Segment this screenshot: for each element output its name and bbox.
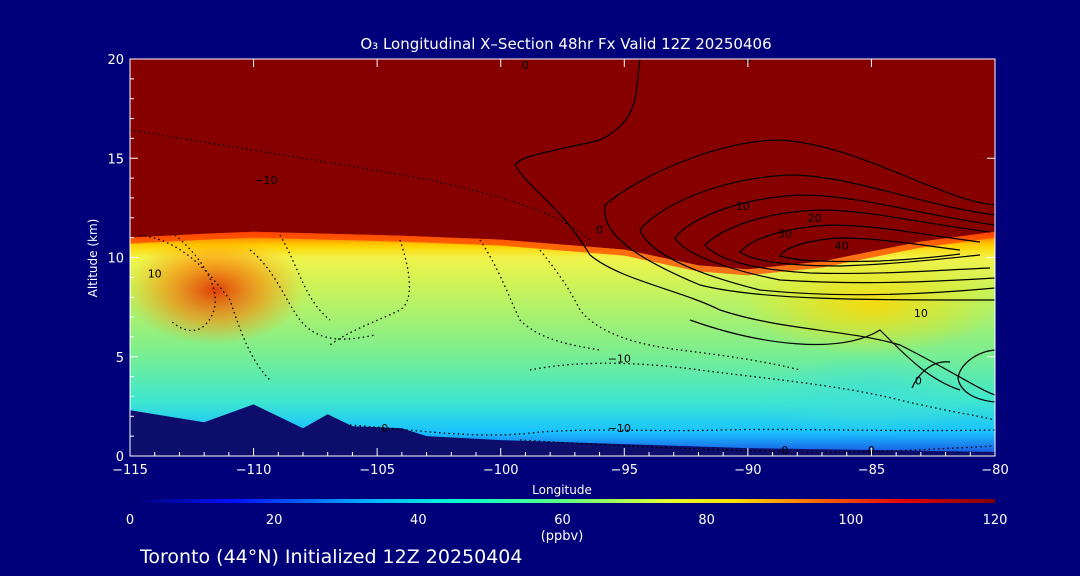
contour-solid-east-loop [957, 349, 995, 403]
y-tick-label: 10 [107, 252, 124, 267]
eastern-ozone-tongue [740, 255, 995, 355]
contour-label: 20 [808, 212, 822, 225]
contour-solid-east-small [911, 361, 951, 389]
x-axis-label: Longitude [532, 483, 592, 497]
y-tick-label: 15 [107, 152, 124, 167]
y-tick-label: 5 [116, 351, 124, 366]
contour-solid-jet-6 [779, 237, 961, 263]
contour-solid-upper [514, 59, 995, 396]
contour-solid-jet-4 [704, 209, 991, 275]
contour-dotted-mid-3 [479, 239, 601, 351]
x-tick-label: −115 [112, 463, 148, 478]
colorbar-unit-label: (ppbv) [541, 529, 584, 544]
colorbar-tick-label: 0 [126, 513, 134, 528]
contour-label: 0 [596, 224, 603, 237]
contour-solid-jet-2 [639, 174, 995, 296]
contour-label: 30 [778, 228, 792, 241]
x-tick-label: −105 [359, 463, 395, 478]
y-tick-label: 0 [116, 450, 124, 465]
stratosphere-region [130, 59, 995, 270]
x-tick-label: −95 [611, 463, 638, 478]
chart-title: O₃ Longitudinal X–Section 48hr Fx Valid … [360, 35, 771, 53]
colorbar-tick-label: 40 [410, 513, 427, 528]
contour-label: 0 [915, 375, 922, 388]
contour-label: 10 [148, 267, 162, 280]
colorbar-tick-label: 120 [983, 513, 1008, 528]
eastern-low-ozone-pocket [760, 355, 980, 435]
tropopause-fold-edge [130, 231, 995, 276]
contour-label: 10 [914, 307, 928, 320]
colorbar-tick-label: 80 [698, 513, 715, 528]
contour-label: 0 [781, 444, 788, 457]
x-tick-label: −85 [858, 463, 885, 478]
colorbar-ticks: 0 20 40 60 80 100 120 [126, 513, 1008, 528]
contour-dotted-minus10-low [529, 362, 995, 421]
contour-lines [514, 59, 995, 403]
contour-dotted-mid-4 [539, 249, 801, 371]
contour-dotted-mid-1 [279, 234, 331, 321]
contour-label: 0 [522, 59, 529, 72]
colorbar-tick-label: 20 [266, 513, 283, 528]
terrain-mask [130, 404, 995, 456]
contour-solid-jet-1 [604, 139, 995, 301]
y-axis: 0 5 10 15 20 [107, 53, 995, 465]
contour-label: −10 [608, 353, 631, 366]
x-tick-label: −100 [483, 463, 519, 478]
contour-dotted-west-1 [139, 234, 271, 381]
x-tick-label: −110 [236, 463, 272, 478]
colorbar-tick-label: 100 [838, 513, 863, 528]
contour-solid-jet-3 [674, 194, 995, 284]
colorbar-tick-label: 60 [554, 513, 571, 528]
western-ozone-maximum [130, 235, 305, 345]
y-axis-label: Altitude (km) [86, 219, 100, 298]
x-tick-label: −90 [734, 463, 761, 478]
contour-label: −10 [608, 422, 631, 435]
contour-label: 10 [736, 200, 750, 213]
x-tick-label: −80 [981, 463, 1008, 478]
contour-solid-jet-5 [739, 224, 981, 267]
contour-label: 0 [381, 422, 388, 435]
colorbar [130, 499, 995, 503]
contour-solid-lower [689, 319, 961, 391]
station-footer: Toronto (44°N) Initialized 12Z 20250404 [139, 546, 523, 568]
contour-label: −10 [254, 174, 277, 187]
y-tick-label: 20 [107, 53, 124, 68]
contour-label: 40 [835, 240, 849, 253]
contour-lines-dotted [130, 129, 995, 453]
x-axis: −115 −110 −105 −100 −95 −90 −85 −80 [112, 59, 1009, 478]
